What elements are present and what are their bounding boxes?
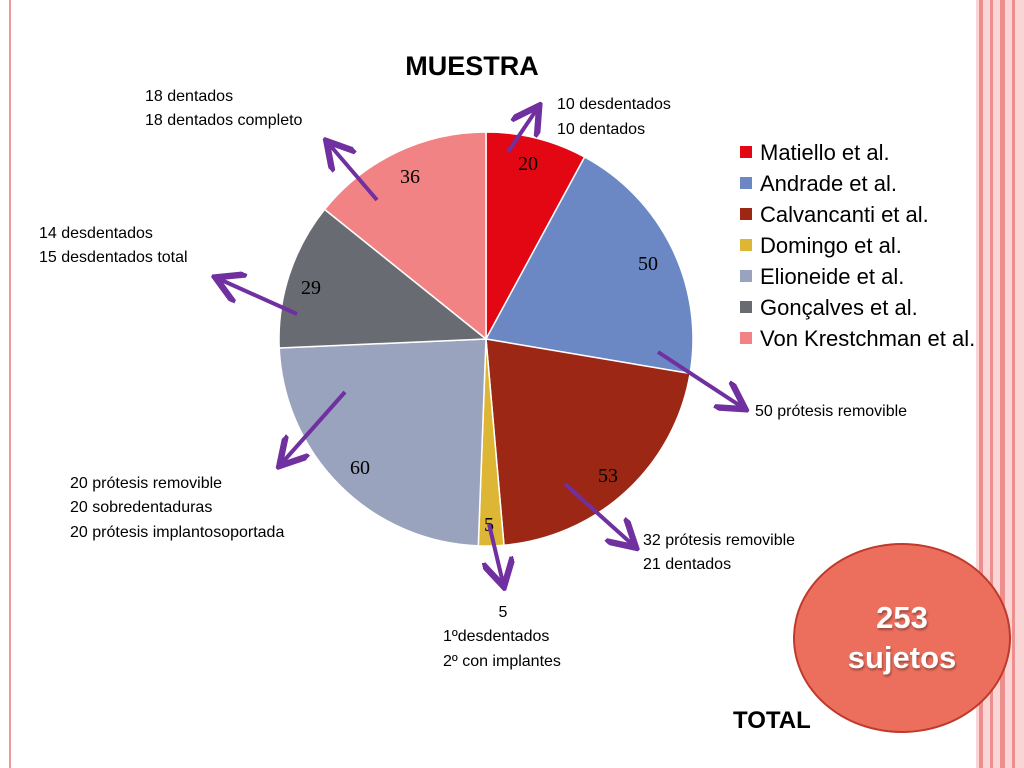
annotation-arrows (219, 109, 742, 583)
pie-slice-2 (484, 155, 694, 375)
annotation-text-1-1: 10 desdentados (557, 96, 671, 113)
annotation-text-4-2: 1ºdesdentados (443, 628, 549, 645)
legend-label-5: Elioneide et al. (760, 264, 904, 289)
total-label: TOTAL (733, 707, 811, 734)
annotation-text-7-2: 18 dentados completo (145, 112, 303, 129)
legend-label-3: Calvancanti et al. (760, 202, 929, 227)
legend-swatch-2 (740, 177, 752, 189)
left-border-line (9, 0, 11, 768)
legend-swatch-4 (740, 239, 752, 251)
data-labels: 2050535602936 (301, 153, 658, 536)
annotation-arrow-3 (563, 482, 633, 545)
chart-title: MUESTRA (405, 51, 539, 81)
legend-label-1: Matiello et al. (760, 140, 890, 165)
annotation-text-5-3: 20 prótesis implantosoportada (70, 524, 284, 541)
data-label-7: 36 (400, 166, 420, 188)
pie-slice-5 (278, 338, 487, 547)
annotation-arrow-6 (219, 279, 298, 316)
annotation-text-1-2: 10 dentados (557, 121, 645, 138)
pie-slice-6 (278, 208, 489, 349)
data-label-6: 29 (301, 277, 321, 299)
pie-slice-3 (485, 338, 691, 547)
annotation-text-6-1: 14 desdentados (39, 225, 153, 242)
legend-swatch-1 (740, 146, 752, 158)
annotation-text-3-2: 21 dentados (643, 556, 731, 573)
data-label-5: 60 (350, 457, 370, 479)
legend-swatch-5 (740, 270, 752, 282)
annotation-text-5-1: 20 prótesis removible (70, 475, 222, 492)
annotation-arrow-2 (656, 350, 742, 407)
legend-swatch-6 (740, 301, 752, 313)
data-label-3: 53 (598, 465, 618, 487)
legend-label-7: Von Krestchman et al. (760, 326, 975, 351)
annotation-text-5-2: 20 sobredentaduras (70, 499, 212, 516)
total-unit: sujetos (847, 640, 957, 675)
pie-slice-1 (485, 131, 586, 340)
legend-swatch-3 (740, 208, 752, 220)
annotation-text-2-1: 50 prótesis removible (755, 403, 907, 420)
legend: Matiello et al. Andrade et al. Calvancanti… (740, 140, 975, 351)
legend-swatch-7 (740, 332, 752, 344)
legend-label-4: Domingo et al. (760, 233, 902, 258)
legend-label-6: Gonçalves et al. (760, 295, 918, 320)
data-label-2: 50 (638, 253, 658, 275)
annotation-text-4-1: 5 (499, 604, 508, 621)
annotation-arrow-1 (506, 109, 537, 154)
total-count: 253 (876, 600, 928, 635)
data-label-1: 20 (518, 153, 538, 175)
annotation-arrow-4 (489, 523, 503, 583)
pie-slices (278, 131, 694, 547)
total-badge: 253 sujetos (793, 543, 1011, 733)
annotation-text-4-3: 2º con implantes (443, 653, 561, 670)
legend-label-2: Andrade et al. (760, 171, 897, 196)
annotation-arrow-5 (282, 390, 347, 463)
annotation-text-7-1: 18 dentados (145, 88, 233, 105)
annotation-text-3-1: 32 prótesis removible (643, 532, 795, 549)
annotation-text-6-2: 15 desdentados total (39, 249, 188, 266)
annotation-arrow-7 (329, 144, 379, 202)
annotations: 10 desdentados 10 dentados 50 prótesis rem… (39, 88, 907, 670)
